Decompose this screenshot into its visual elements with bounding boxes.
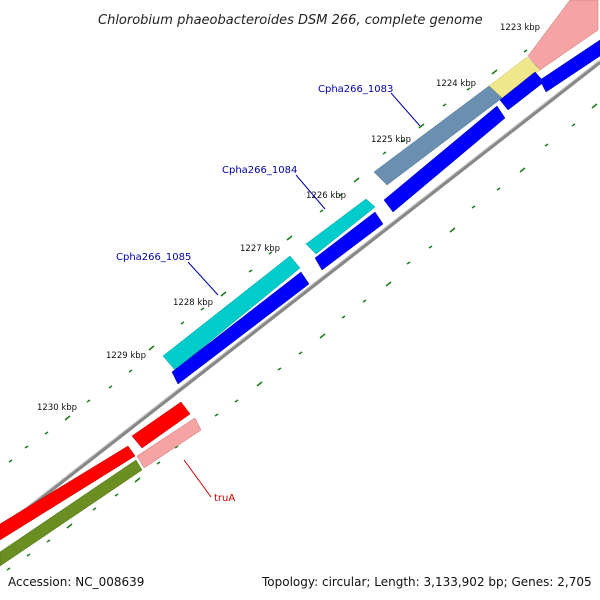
kbp-label: 1228 kbp [173,298,213,308]
kbp-label: 1229 kbp [106,351,146,361]
gene-label-cpha266-1085[interactable]: Cpha266_1085 [116,252,191,263]
gene-red-lower[interactable] [0,445,136,541]
cds-blue-5[interactable] [171,271,310,385]
gene-labels: Cpha266_1083 Cpha266_1084 Cpha266_1085 t… [116,84,393,504]
genome-backbone-inner [0,59,600,529]
gene-label-cpha266-1083[interactable]: Cpha266_1083 [318,84,393,95]
accession-text: Accession: NC_008639 [8,575,144,589]
feature-pink-top[interactable] [527,0,599,71]
gene-cpha266-1083[interactable] [373,85,503,186]
cds-blue-4[interactable] [314,211,384,271]
gene-label-cpha266-1084[interactable]: Cpha266_1084 [222,165,297,176]
gene-trua[interactable] [136,417,202,469]
map-title: Chlorobium phaeobacteroides DSM 266, com… [98,13,483,28]
kbp-label: 1230 kbp [37,403,77,413]
gene-leader-lines [183,92,421,498]
cds-blue-2[interactable] [499,71,545,111]
kbp-label: 1227 kbp [240,244,280,254]
gene-cpha266-1084[interactable] [305,198,376,255]
kbp-label: 1226 kbp [306,191,346,201]
outer-tick-ring [8,5,587,463]
kbp-label: 1224 kbp [436,79,476,89]
gc-skew-olive [0,459,143,567]
lower-features [0,417,202,567]
forward-strand-features [131,0,599,449]
gene-red-upper[interactable] [131,401,191,449]
topology-text: Topology: circular; Length: 3,133,902 bp… [261,575,592,589]
kbp-label: 1223 kbp [500,23,540,33]
cds-blue-1[interactable] [539,39,600,93]
inner-tick-ring [6,103,598,571]
kbp-scale: 1223 kbp 1224 kbp 1225 kbp 1226 kbp 1227… [37,23,540,413]
reverse-strand-features [171,39,600,385]
gene-label-trua[interactable]: truA [214,493,235,504]
cds-blue-3[interactable] [383,105,506,213]
genome-backbone [0,60,600,532]
kbp-label: 1225 kbp [371,135,411,145]
